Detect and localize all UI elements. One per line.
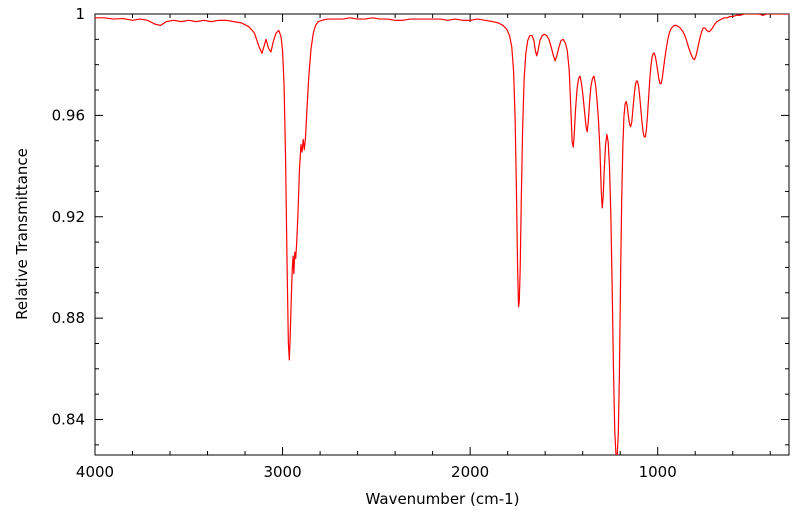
x-axis-label: Wavenumber (cm-1) — [0, 490, 799, 508]
y-tick-label: 0.88 — [52, 309, 85, 327]
y-tick-label: 0.96 — [52, 106, 85, 124]
x-tick-label: 3000 — [263, 463, 301, 481]
y-axis-label: Relative Transmittance — [13, 148, 31, 320]
x-tick-label: 1000 — [639, 463, 677, 481]
x-tick-label: 2000 — [451, 463, 489, 481]
x-tick-label: 4000 — [76, 463, 114, 481]
x-axis-label-text: Wavenumber (cm-1) — [365, 490, 520, 508]
y-tick-label: 0.84 — [52, 411, 85, 429]
y-tick-label: 1 — [75, 5, 85, 23]
y-tick-label: 0.92 — [52, 208, 85, 226]
plot-border — [94, 13, 790, 456]
spectrum-line — [95, 14, 789, 455]
